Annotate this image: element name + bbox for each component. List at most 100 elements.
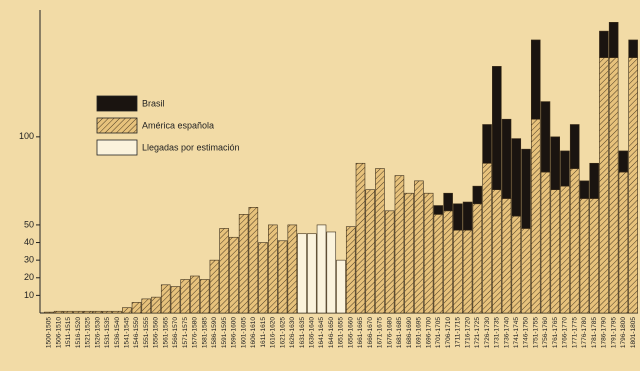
bar (297, 233, 307, 314)
bar (569, 124, 580, 169)
y-tick-label: 10 (24, 290, 34, 300)
x-tick-label: 1611-1615 (260, 317, 267, 348)
bar (618, 171, 629, 314)
x-tick-label: 1801-1805 (630, 317, 637, 348)
x-tick-label: 1621-1625 (279, 317, 286, 348)
x-tick-label: 1731-1735 (494, 317, 501, 348)
y-tick-label: 20 (24, 272, 34, 282)
bar (355, 162, 366, 314)
x-tick-label: 1561-1565 (162, 317, 169, 348)
bar (258, 242, 268, 314)
x-tick-label: 1601-1605 (240, 317, 247, 348)
bar (433, 205, 444, 215)
bar (102, 310, 113, 314)
bar (44, 311, 54, 314)
x-tick-label: 1651-1655 (338, 317, 345, 348)
x-tick-label: 1606-1610 (250, 317, 257, 348)
bar (190, 275, 200, 314)
x-tick-label: 1516-1520 (75, 317, 82, 348)
x-tick-label: 1566-1570 (172, 317, 179, 348)
bar (569, 168, 580, 314)
bar (511, 215, 522, 314)
bar (628, 39, 638, 58)
bar (530, 39, 541, 120)
bar (501, 198, 512, 314)
x-tick-label: 1736-1740 (503, 317, 510, 348)
bar (151, 296, 161, 314)
bar (170, 286, 181, 314)
x-tick-label: 1721-1725 (474, 317, 481, 348)
bar (160, 284, 171, 314)
bar (560, 150, 570, 187)
bar (83, 310, 93, 314)
x-tick-label: 1741-1745 (513, 317, 520, 348)
bar (443, 210, 453, 314)
bar (433, 214, 444, 314)
x-tick-label: 1791-1795 (610, 317, 617, 348)
bar (248, 207, 259, 314)
bar (521, 148, 531, 229)
legend-swatch (96, 139, 138, 156)
x-tick-label: 1626-1630 (289, 317, 296, 348)
bar (472, 185, 483, 205)
x-tick-label: 1716-1720 (464, 317, 471, 348)
bar (579, 180, 590, 199)
bar (73, 310, 83, 314)
bar (326, 231, 337, 314)
x-tick-label: 1656-1660 (347, 317, 354, 348)
x-tick-label: 1571-1575 (182, 317, 189, 348)
bar (268, 224, 278, 314)
bar (219, 228, 229, 314)
x-tick-label: 1596-1600 (231, 317, 238, 348)
x-tick-label: 1646-1650 (328, 317, 335, 348)
x-tick-label: 1706-1710 (445, 317, 452, 348)
x-tick-label: 1666-1670 (367, 317, 374, 348)
x-tick-label: 1766-1770 (562, 317, 569, 348)
x-tick-label: 1676-1680 (386, 317, 393, 348)
bar (482, 124, 492, 164)
x-tick-label: 1526-1530 (94, 317, 101, 348)
bar (375, 168, 385, 314)
x-tick-label: 1751-1755 (532, 317, 539, 348)
x-tick-label: 1761-1765 (552, 317, 559, 348)
bar (316, 224, 327, 314)
legend-label: América española (142, 120, 214, 130)
bar (540, 101, 551, 173)
bar (521, 228, 531, 314)
x-tick-label: 1756-1760 (542, 317, 549, 348)
x-tick-label: 1771-1775 (571, 317, 578, 348)
bar (122, 307, 132, 314)
bar (540, 171, 551, 314)
bar (238, 214, 249, 314)
bar (608, 22, 619, 58)
x-tick-label: 1536-1540 (114, 317, 121, 348)
bar (472, 203, 483, 314)
bar (453, 229, 463, 314)
bar (287, 224, 298, 314)
x-tick-label: 1591-1595 (221, 317, 228, 348)
bar (492, 189, 502, 314)
bar (443, 192, 453, 212)
bar (277, 240, 288, 314)
bar (589, 198, 599, 314)
x-tick-label: 1796-1800 (620, 317, 627, 348)
x-tick-label: 1521-1525 (85, 317, 92, 348)
bar (492, 66, 502, 190)
bar (307, 233, 317, 314)
x-tick-label: 1506-1510 (55, 317, 62, 348)
x-tick-label: 1586-1590 (211, 317, 218, 348)
bar (180, 279, 190, 314)
bar (53, 310, 64, 314)
x-tick-label: 1781-1785 (591, 317, 598, 348)
legend-swatch (96, 95, 138, 112)
bar (550, 136, 560, 190)
x-tick-label: 1576-1580 (192, 317, 199, 348)
x-tick-label: 1541-1545 (123, 317, 130, 348)
bar (579, 198, 590, 314)
bar (112, 310, 122, 314)
bar (589, 162, 599, 199)
x-tick-label: 1711-1715 (455, 317, 462, 348)
bar (414, 180, 424, 314)
bar (462, 201, 473, 231)
